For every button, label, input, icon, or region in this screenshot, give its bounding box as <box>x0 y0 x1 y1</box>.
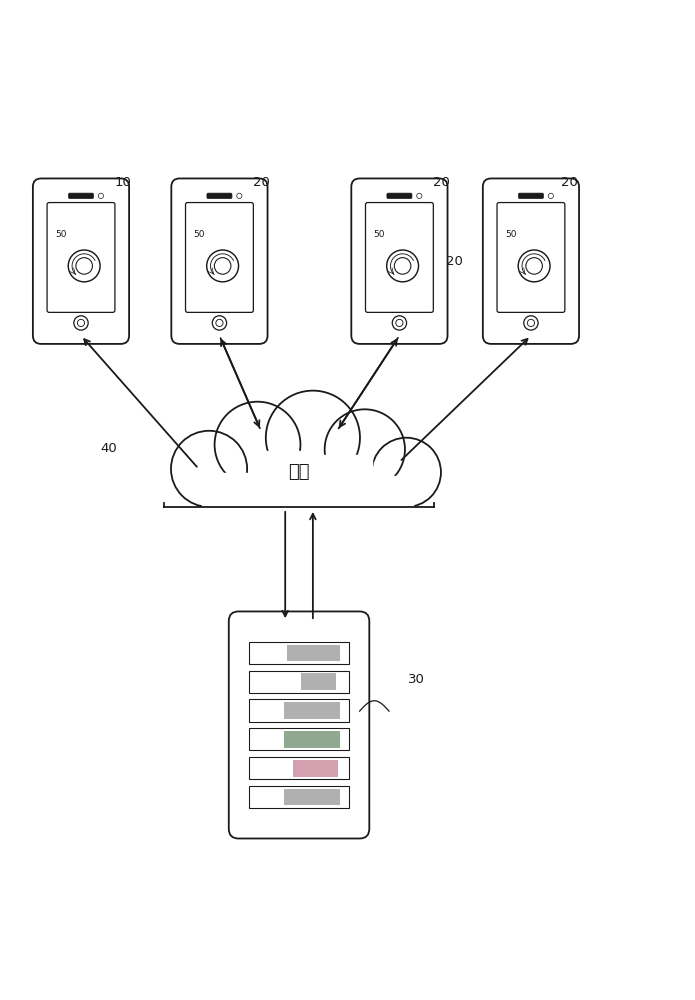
Bar <box>284 731 341 748</box>
FancyBboxPatch shape <box>518 193 543 199</box>
Text: 50: 50 <box>505 230 516 239</box>
FancyBboxPatch shape <box>69 193 94 199</box>
Circle shape <box>98 193 104 198</box>
Circle shape <box>524 316 538 330</box>
Bar <box>284 789 341 805</box>
Text: 50: 50 <box>373 230 385 239</box>
Circle shape <box>394 258 411 274</box>
Text: 20: 20 <box>432 176 450 189</box>
Circle shape <box>265 391 360 485</box>
Bar <box>202 473 264 507</box>
FancyBboxPatch shape <box>387 193 412 199</box>
Bar <box>287 645 340 661</box>
FancyBboxPatch shape <box>229 611 369 838</box>
Text: 20: 20 <box>252 176 270 189</box>
Circle shape <box>237 193 242 198</box>
Text: 网络: 网络 <box>288 463 310 481</box>
Circle shape <box>216 319 223 327</box>
FancyBboxPatch shape <box>47 203 115 312</box>
Circle shape <box>212 316 227 330</box>
Bar <box>293 760 338 777</box>
Bar <box>249 728 349 750</box>
Bar <box>284 702 341 719</box>
Bar <box>161 465 437 507</box>
Circle shape <box>214 258 231 274</box>
Circle shape <box>417 193 422 198</box>
Circle shape <box>77 319 85 327</box>
FancyBboxPatch shape <box>33 178 129 344</box>
Circle shape <box>518 250 550 282</box>
Bar <box>306 455 372 507</box>
Bar <box>249 757 349 779</box>
Text: 10: 10 <box>114 176 131 189</box>
Circle shape <box>76 258 92 274</box>
Circle shape <box>215 402 300 488</box>
Text: 20: 20 <box>561 176 578 189</box>
Circle shape <box>396 319 403 327</box>
Circle shape <box>68 250 100 282</box>
Text: 20: 20 <box>446 255 464 268</box>
Bar <box>249 699 349 722</box>
Circle shape <box>526 258 542 274</box>
Text: 30: 30 <box>408 673 425 686</box>
Circle shape <box>74 316 88 330</box>
Circle shape <box>386 250 418 282</box>
FancyBboxPatch shape <box>186 203 254 312</box>
FancyBboxPatch shape <box>483 178 579 344</box>
Circle shape <box>548 193 553 198</box>
Bar <box>301 673 336 690</box>
Circle shape <box>171 431 247 507</box>
Circle shape <box>528 319 534 327</box>
Text: 50: 50 <box>55 230 66 239</box>
Bar <box>358 476 414 507</box>
Circle shape <box>372 438 441 507</box>
Bar <box>249 642 349 664</box>
Circle shape <box>206 250 238 282</box>
FancyBboxPatch shape <box>366 203 434 312</box>
Text: 50: 50 <box>193 230 205 239</box>
Circle shape <box>392 316 407 330</box>
FancyBboxPatch shape <box>172 178 268 344</box>
FancyBboxPatch shape <box>207 193 232 199</box>
FancyBboxPatch shape <box>351 178 448 344</box>
Bar <box>251 451 320 507</box>
FancyBboxPatch shape <box>497 203 565 312</box>
Bar <box>249 671 349 693</box>
Bar <box>249 786 349 808</box>
Text: 40: 40 <box>100 442 117 455</box>
Circle shape <box>325 409 405 490</box>
